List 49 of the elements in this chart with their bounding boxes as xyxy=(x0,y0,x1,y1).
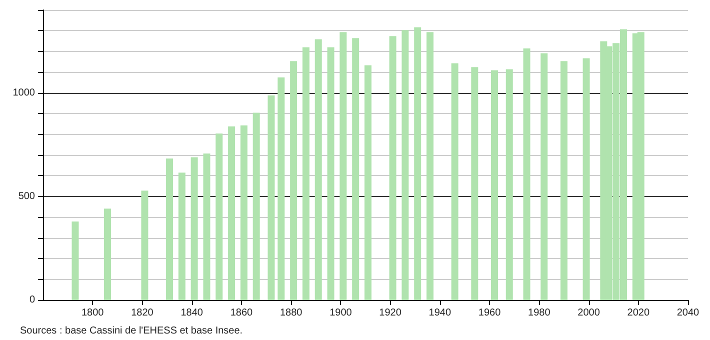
x-tick-label: 1820 xyxy=(131,308,154,318)
y-tick-label: 500 xyxy=(18,190,36,202)
bar xyxy=(523,48,530,300)
x-tick-label: 1900 xyxy=(330,308,352,318)
x-tick-label: 1800 xyxy=(81,308,104,318)
bar xyxy=(203,154,210,300)
x-tick-label: 1880 xyxy=(280,308,303,318)
bar xyxy=(582,58,590,300)
bar xyxy=(506,69,513,300)
x-tick-label: 2040 xyxy=(676,308,700,318)
bar xyxy=(72,221,79,300)
bar xyxy=(352,38,360,300)
source-note: Sources : base Cassini de l'EHESS et base Insee. xyxy=(20,326,243,336)
bar xyxy=(190,157,198,300)
bar xyxy=(166,158,174,300)
bar xyxy=(268,95,275,300)
bar xyxy=(402,30,409,300)
bar xyxy=(426,32,434,300)
bar xyxy=(240,125,248,300)
bar xyxy=(104,208,111,300)
x-tick-label: 1960 xyxy=(478,308,502,318)
x-tick-label: 1980 xyxy=(528,308,551,318)
bar xyxy=(302,47,310,300)
bar xyxy=(216,133,223,300)
bar xyxy=(178,172,186,300)
bar xyxy=(471,67,478,300)
y-tick-label: 0 xyxy=(29,294,36,306)
bar xyxy=(560,61,568,300)
bar xyxy=(451,63,458,300)
bar xyxy=(364,65,372,300)
bar xyxy=(141,190,148,300)
y-tick-label: 1000 xyxy=(12,87,36,98)
x-tick-label: 1860 xyxy=(230,308,254,318)
x-tick-label: 1940 xyxy=(428,308,452,318)
x-tick-label: 1840 xyxy=(180,308,204,318)
bar xyxy=(389,36,396,300)
x-tick-label: 1920 xyxy=(379,308,402,318)
bar xyxy=(414,27,422,300)
bar xyxy=(314,39,322,300)
bar xyxy=(491,70,498,300)
bar xyxy=(340,32,347,300)
bar xyxy=(228,126,236,300)
bar xyxy=(290,61,298,300)
bar xyxy=(540,53,548,300)
bar xyxy=(278,77,285,300)
bar xyxy=(252,112,260,300)
bar xyxy=(327,47,334,300)
x-tick-label: 2020 xyxy=(627,308,650,318)
x-tick-label: 2000 xyxy=(578,308,600,318)
